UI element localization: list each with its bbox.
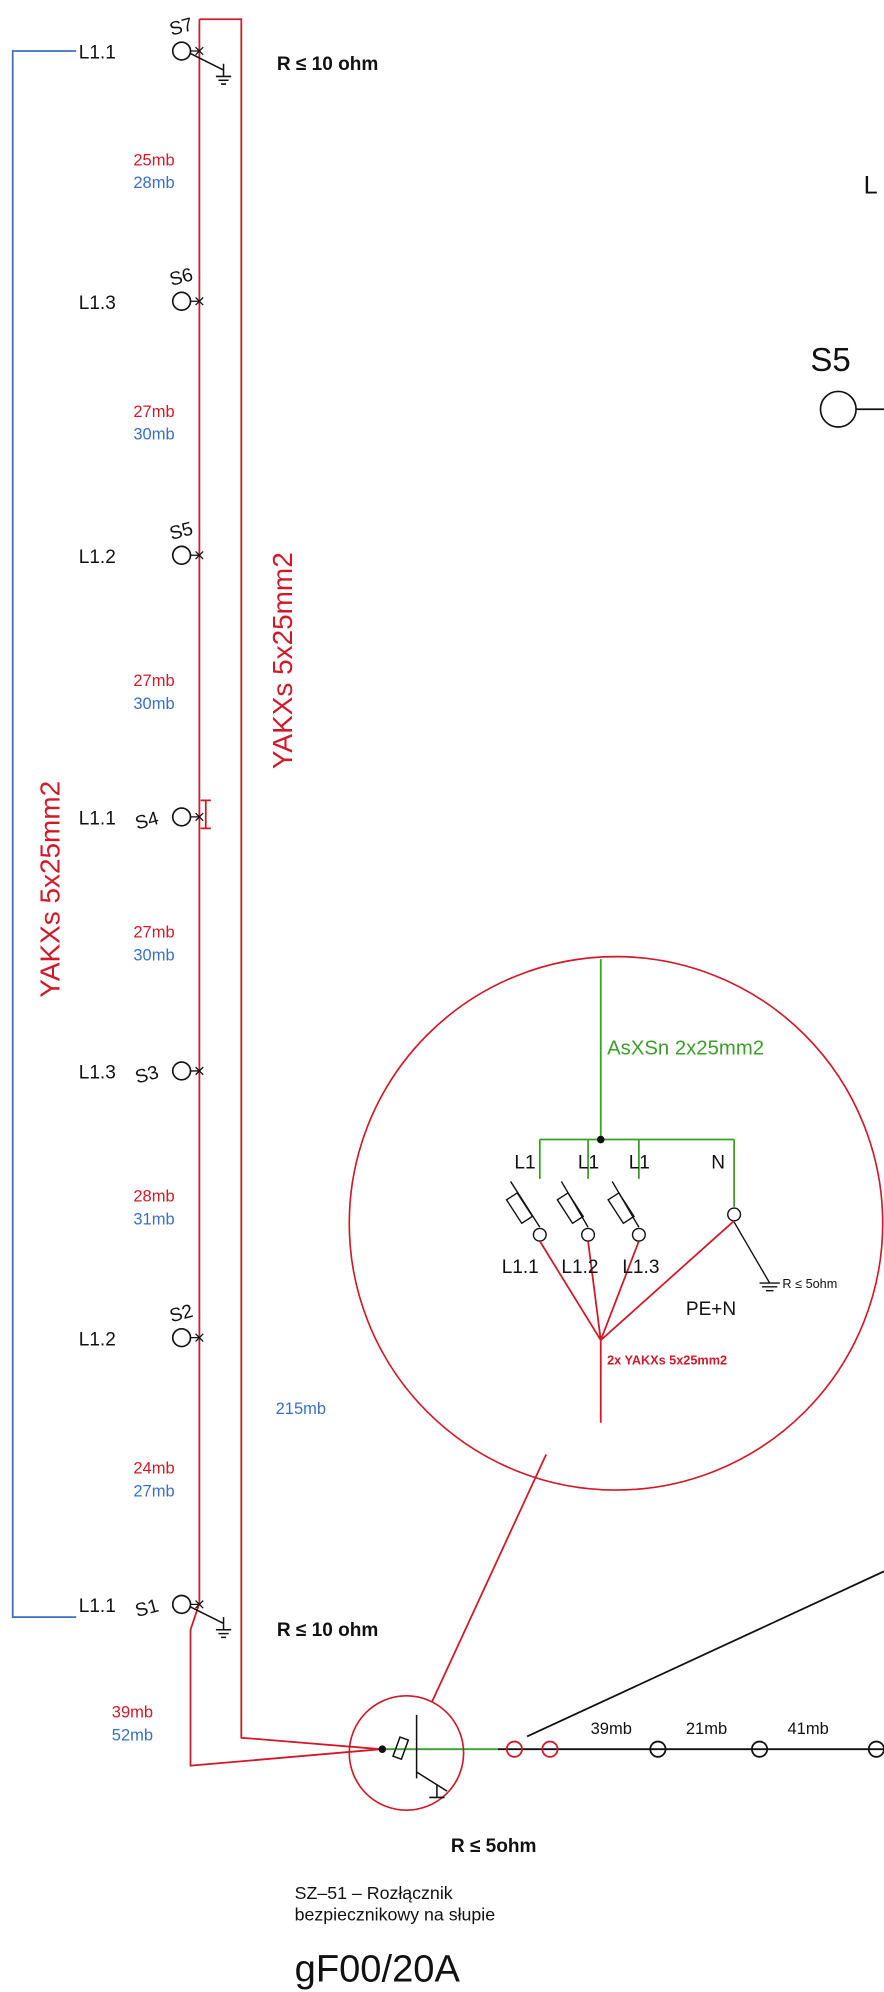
output-label: L1.1 <box>502 1257 539 1278</box>
span-length: 27mb <box>133 403 174 421</box>
pole-symbol <box>171 807 192 827</box>
span-length: 30mb <box>133 695 174 713</box>
earthing: R ≤ 5ohm <box>782 1277 837 1291</box>
pole-symbol <box>171 1327 192 1348</box>
pole-name: S1 <box>133 1596 161 1622</box>
span-length: 28mb <box>133 1188 174 1206</box>
edge-label: L <box>864 171 878 199</box>
phase-label: L1.2 <box>79 547 116 568</box>
span-length: 25mb <box>133 151 174 169</box>
span-length: 27mb <box>133 1482 174 1500</box>
phase-label: L1.2 <box>79 1329 116 1350</box>
pole-name: S4 <box>133 808 161 834</box>
phase-label: L1.1 <box>79 809 116 830</box>
detail-cable: 2x YAKXs 5x25mm2 <box>607 1353 727 1367</box>
fuse-rating: gF00/20A <box>295 1949 461 1991</box>
cable-label: YAKXs 5x25mm2 <box>35 781 66 998</box>
span-length: 27mb <box>133 924 174 942</box>
red-cable-outer <box>199 18 382 1751</box>
pole-mark <box>190 46 204 56</box>
black-line <box>497 1570 884 1751</box>
earthing: R ≤ 10 ohm <box>277 54 378 75</box>
busbar-label: L1 <box>514 1153 535 1174</box>
edge-pole-name: S5 <box>810 341 850 378</box>
pole-name: S2 <box>167 1301 195 1327</box>
busbar-label: L1 <box>578 1153 599 1174</box>
detail-cables <box>539 1220 735 1423</box>
line-span: 41mb <box>787 1720 828 1738</box>
earth-bottom <box>190 1606 232 1639</box>
busbar-label: N <box>711 1153 725 1174</box>
pole-mark <box>190 812 204 822</box>
detail-circle <box>348 955 884 1491</box>
pole-symbol <box>171 41 192 61</box>
span-length: 30mb <box>133 426 174 444</box>
switch-symbol <box>392 1714 448 1799</box>
output-label: L1.3 <box>622 1257 659 1278</box>
leader <box>431 1454 547 1703</box>
line-span: 21mb <box>686 1720 727 1738</box>
switch-circle <box>348 1695 465 1811</box>
detail-busbar <box>538 959 736 1207</box>
pole-mark <box>190 296 204 306</box>
node <box>378 1745 387 1753</box>
joint <box>200 799 211 830</box>
pole-name: S5 <box>167 519 195 545</box>
earth-top <box>190 52 232 85</box>
span-length: 39mb <box>112 1703 153 1721</box>
caption: bezpiecznikowy na słupie <box>295 1905 496 1925</box>
pole-symbol <box>171 1061 192 1081</box>
span-length: 52mb <box>112 1726 153 1744</box>
busbar-label: L1 <box>629 1153 650 1174</box>
cable-label: YAKXs 5x25mm2 <box>267 552 298 769</box>
output-label: L1.2 <box>561 1257 598 1278</box>
node <box>596 1135 605 1144</box>
pole-mark <box>190 1600 204 1609</box>
edge-pole <box>819 390 857 428</box>
pole-mark <box>190 551 204 560</box>
pe-label: PE+N <box>686 1299 736 1320</box>
pole-mark <box>190 1333 204 1342</box>
pole-symbol <box>171 545 192 565</box>
total-length: 215mb <box>276 1400 326 1418</box>
phase-label: L1.1 <box>79 1596 116 1617</box>
span-length: 27mb <box>133 672 174 690</box>
line-span: 39mb <box>591 1720 632 1738</box>
span-length: 24mb <box>133 1460 174 1478</box>
pole-symbol <box>171 1594 192 1615</box>
phase-label: L1.3 <box>79 1063 116 1084</box>
pole-symbol <box>171 291 192 311</box>
pole-name: S7 <box>167 14 195 40</box>
pole-name: S3 <box>133 1062 161 1088</box>
pole-symbols <box>505 1740 884 1758</box>
span-length: 28mb <box>133 174 174 192</box>
fuses <box>505 1181 780 1292</box>
span-length: 30mb <box>133 946 174 964</box>
pole-name: S6 <box>167 265 195 291</box>
red-cable-inner <box>189 19 382 1767</box>
blue-cable <box>11 50 77 1618</box>
earthing: R ≤ 5ohm <box>451 1836 537 1857</box>
phase-label: L1.1 <box>79 43 116 64</box>
pole-mark <box>190 1066 204 1076</box>
span-length: 31mb <box>133 1211 174 1229</box>
supply-cable: AsXSn 2x25mm2 <box>607 1037 764 1059</box>
phase-label: L1.3 <box>79 293 116 314</box>
caption: SZ–51 – Rozłącznik <box>295 1883 453 1903</box>
earthing: R ≤ 10 ohm <box>277 1620 378 1641</box>
